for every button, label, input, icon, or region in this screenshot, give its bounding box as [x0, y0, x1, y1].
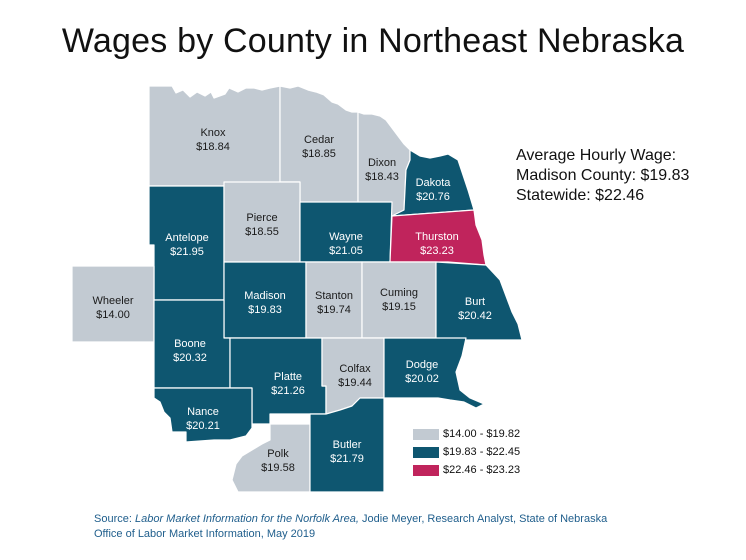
county-name-antelope: Antelope: [165, 232, 208, 244]
summary-heading: Average Hourly Wage:: [516, 147, 677, 164]
county-wage-nance: $20.21: [186, 420, 220, 432]
legend: $14.00 - $19.82 $19.83 - $22.45 $22.46 -…: [413, 428, 520, 482]
county-name-butler: Butler: [333, 439, 362, 451]
legend-label-mid: $19.83 - $22.45: [443, 446, 521, 458]
page-title: Wages by County in Northeast Nebraska: [61, 22, 685, 60]
legend-swatch-high: [413, 464, 439, 476]
county-name-dixon: Dixon: [368, 157, 396, 169]
county-name-polk: Polk: [267, 448, 289, 460]
county-name-dodge: Dodge: [406, 359, 438, 371]
county-wage-dixon: $18.43: [365, 171, 399, 183]
county-wage-wheeler: $14.00: [96, 309, 130, 321]
source-line-2: Office of Labor Market Information, May …: [94, 528, 316, 540]
county-name-wheeler: Wheeler: [93, 295, 134, 307]
county-cuming: [361, 261, 437, 339]
county-knox: [148, 85, 281, 187]
county-wage-polk: $19.58: [261, 462, 295, 474]
county-wage-knox: $18.84: [196, 141, 230, 153]
county-dakota: [391, 149, 475, 217]
summary-statewide: Statewide: $22.46: [516, 187, 645, 204]
county-dodge: [383, 337, 485, 409]
source-title: Labor Market Information for the Norfolk…: [134, 513, 359, 525]
county-name-cuming: Cuming: [380, 287, 418, 299]
county-wage-platte: $21.26: [271, 385, 305, 397]
county-name-colfax: Colfax: [339, 363, 371, 375]
county-nance: [153, 387, 253, 443]
county-name-dakota: Dakota: [416, 177, 452, 189]
county-wage-stanton: $19.74: [317, 304, 351, 316]
legend-item-mid: $19.83 - $22.45: [413, 446, 520, 458]
county-wage-butler: $21.79: [330, 453, 364, 465]
legend-item-high: $22.46 - $23.23: [413, 464, 520, 476]
county-name-stanton: Stanton: [315, 290, 353, 302]
source-prefix: Source:: [94, 513, 135, 525]
county-name-platte: Platte: [274, 371, 302, 383]
county-wage-dodge: $20.02: [405, 373, 439, 385]
source-note: Source: Labor Market Information for the…: [94, 512, 714, 542]
county-wage-cuming: $19.15: [382, 301, 416, 313]
county-name-pierce: Pierce: [246, 212, 277, 224]
county-wage-thurston: $23.23: [420, 245, 454, 257]
county-name-madison: Madison: [244, 290, 286, 302]
source-rest: Jodie Meyer, Research Analyst, State of …: [358, 513, 608, 525]
average-wage-summary: Average Hourly Wage: Madison County: $19…: [516, 146, 689, 206]
legend-label-high: $22.46 - $23.23: [443, 464, 521, 476]
county-name-knox: Knox: [200, 127, 226, 139]
county-wage-antelope: $21.95: [170, 246, 204, 258]
county-wage-pierce: $18.55: [245, 226, 279, 238]
legend-swatch-low: [413, 428, 439, 440]
legend-swatch-mid: [413, 446, 439, 458]
county-wage-wayne: $21.05: [329, 245, 363, 257]
county-butler: [309, 397, 385, 493]
county-name-cedar: Cedar: [304, 134, 334, 146]
source-line-1: Source: Labor Market Information for the…: [94, 512, 714, 527]
summary-madison: Madison County: $19.83: [516, 167, 690, 184]
county-name-burt: Burt: [465, 296, 485, 308]
county-wage-burt: $20.42: [458, 310, 492, 322]
county-wage-boone: $20.32: [173, 352, 207, 364]
legend-item-low: $14.00 - $19.82: [413, 428, 520, 440]
county-name-boone: Boone: [174, 338, 206, 350]
county-wage-madison: $19.83: [248, 304, 282, 316]
county-wage-cedar: $18.85: [302, 148, 336, 160]
county-name-thurston: Thurston: [415, 231, 458, 243]
county-wage-colfax: $19.44: [338, 377, 372, 389]
legend-label-low: $14.00 - $19.82: [443, 428, 521, 440]
county-name-nance: Nance: [187, 406, 219, 418]
county-wage-dakota: $20.76: [416, 191, 450, 203]
county-name-wayne: Wayne: [329, 231, 363, 243]
